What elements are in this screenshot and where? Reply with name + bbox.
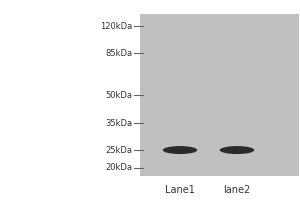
Text: 85kDa: 85kDa (105, 49, 132, 58)
Bar (140, 14, 298, 176)
Ellipse shape (163, 146, 197, 154)
Text: 20kDa: 20kDa (105, 163, 132, 172)
Text: 25kDa: 25kDa (105, 146, 132, 155)
Text: Lane1: Lane1 (165, 185, 195, 195)
Text: lane2: lane2 (224, 185, 250, 195)
Text: 50kDa: 50kDa (105, 91, 132, 100)
Text: 120kDa: 120kDa (100, 22, 132, 31)
Ellipse shape (220, 146, 254, 154)
Text: 35kDa: 35kDa (105, 119, 132, 128)
